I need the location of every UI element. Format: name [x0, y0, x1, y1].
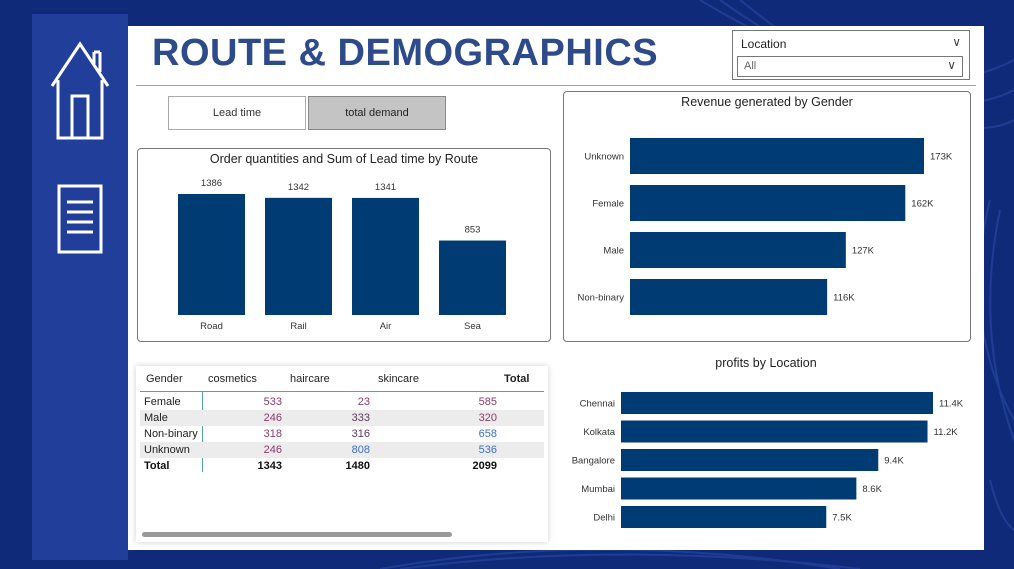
location-bar [621, 506, 827, 528]
gender-bar [630, 232, 846, 268]
location-dropdown-value: All [744, 60, 757, 72]
location-data-label: 11.2K [934, 427, 959, 438]
page-title: ROUTE & DEMOGRAPHICS [152, 32, 659, 74]
table-row: Unknown 246 808 536 [140, 442, 544, 458]
location-bar [621, 449, 879, 471]
route-bar [439, 240, 506, 315]
row-label: Female [144, 396, 181, 408]
location-bar [621, 392, 933, 414]
location-data-label: 8.6K [862, 484, 882, 495]
gender-data-label: 162K [911, 199, 934, 210]
matrix-header-divider [140, 391, 544, 392]
document-icon[interactable] [57, 184, 103, 254]
route-bar [352, 197, 419, 315]
location-data-label: 11.4K [939, 399, 964, 410]
row-label: Non-binary [144, 428, 198, 440]
location-profits-chart: Chennai 11.4K Kolkata 11.2K Bangalore 9.4K Mum… [572, 392, 964, 528]
slicer-label: Location [741, 37, 787, 51]
gender-revenue-chart: Unknown 173K Female 162K Male 127K Non-binary 1… [578, 138, 953, 315]
table-row: Male 246 333 320 [140, 410, 544, 426]
horizontal-scrollbar[interactable] [142, 532, 452, 537]
route-bar [178, 194, 245, 315]
chevron-down-icon[interactable]: ∨ [952, 35, 961, 49]
gender-chart-title: Revenue generated by Gender [681, 95, 853, 109]
chevron-down-icon: ∨ [947, 58, 956, 72]
gender-bar [630, 185, 906, 221]
cell-value: 533 [263, 396, 282, 408]
route-category-label: Road [200, 321, 223, 332]
cell-value: 246 [263, 412, 282, 424]
route-category-label: Rail [290, 321, 306, 332]
location-chart-title: profits by Location [715, 356, 817, 370]
report-canvas: ROUTE & DEMOGRAPHICS Location ∨ All ∨ Le… [128, 26, 984, 550]
table-row: Non-binary 318 316 658 [140, 426, 544, 442]
route-chart: 1386 Road 1342 Rail 1341 Air 853 Sea [178, 178, 506, 332]
gender-category-label: Female [592, 199, 624, 210]
lead-time-button[interactable]: Lead time [168, 96, 306, 130]
matrix-column-divider [202, 392, 203, 472]
route-data-label: 1386 [201, 178, 222, 189]
sidebar [32, 14, 128, 560]
route-data-label: 1342 [288, 182, 309, 193]
gender-bar [630, 138, 924, 174]
route-category-label: Air [380, 321, 392, 332]
row-label: Total [144, 460, 170, 472]
cell-value: 318 [263, 428, 282, 440]
cell-value: 808 [351, 444, 370, 456]
cell-value: 536 [478, 444, 497, 456]
total-demand-button[interactable]: total demand [308, 96, 446, 130]
cell-value: 658 [478, 428, 497, 440]
location-profits-panel: profits by Location Chennai 11.4K Kolkata 1… [563, 352, 969, 548]
gender-category-label: Male [603, 246, 624, 257]
location-slicer: Location ∨ All ∨ [732, 30, 970, 80]
total-row: Total 1343 1480 2099 [140, 458, 544, 474]
location-dropdown[interactable]: All ∨ [737, 56, 963, 77]
route-chart-panel: Order quantities and Sum of Lead time by… [137, 148, 551, 342]
gender-category-label: Unknown [584, 152, 624, 163]
gender-category-label: Non-binary [578, 293, 625, 304]
location-category-label: Delhi [593, 513, 615, 524]
title-divider [136, 85, 976, 86]
cell-value: 246 [263, 444, 282, 456]
row-label: Male [144, 412, 168, 424]
cell-value: 585 [478, 396, 497, 408]
location-category-label: Chennai [580, 399, 615, 410]
gender-bar [630, 279, 828, 315]
home-icon[interactable] [50, 40, 110, 140]
table-row: Female 533 23 585 [140, 394, 544, 410]
matrix-header-cosmetics: cosmetics [208, 373, 257, 385]
cell-value: 333 [351, 412, 370, 424]
cell-value: 1343 [257, 460, 282, 472]
category-matrix: Gender cosmetics haircare skincare Total… [136, 366, 548, 542]
matrix-header-gender: Gender [146, 373, 183, 385]
location-data-label: 9.4K [884, 456, 904, 467]
cell-value: 1480 [345, 460, 370, 472]
route-chart-title: Order quantities and Sum of Lead time by… [209, 152, 479, 166]
matrix-header-haircare: haircare [290, 373, 330, 385]
location-category-label: Kolkata [583, 427, 615, 438]
cell-value: 316 [351, 428, 370, 440]
cell-value: 2099 [472, 460, 497, 472]
gender-revenue-panel: Revenue generated by Gender Unknown 173K F… [563, 91, 971, 342]
cell-value: 320 [478, 412, 497, 424]
matrix-header-total: Total [504, 373, 530, 385]
route-bar [265, 197, 332, 315]
row-label: Unknown [144, 444, 190, 456]
gender-data-label: 173K [930, 152, 953, 163]
location-bar [621, 420, 928, 443]
location-data-label: 7.5K [832, 513, 852, 524]
location-bar [621, 477, 857, 500]
route-data-label: 1341 [375, 182, 396, 193]
location-category-label: Bangalore [572, 456, 615, 467]
matrix-header-skincare: skincare [378, 373, 419, 385]
cell-value: 23 [357, 396, 370, 408]
location-category-label: Mumbai [581, 484, 615, 495]
route-data-label: 853 [465, 225, 481, 236]
gender-data-label: 116K [833, 293, 855, 304]
gender-data-label: 127K [852, 246, 875, 257]
route-category-label: Sea [464, 321, 482, 332]
